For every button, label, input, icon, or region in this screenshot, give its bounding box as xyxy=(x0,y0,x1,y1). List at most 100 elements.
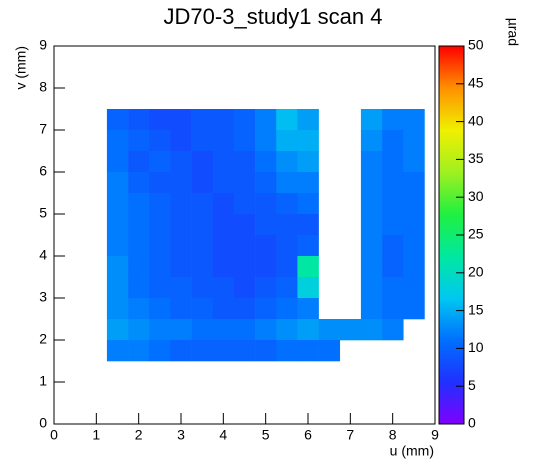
x-tick-label: 5 xyxy=(262,427,270,443)
heat-cell xyxy=(297,319,319,341)
heat-cell xyxy=(382,319,404,341)
heat-cell xyxy=(255,277,277,299)
heat-cell xyxy=(212,193,235,215)
heat-cell xyxy=(191,151,214,173)
heat-cell xyxy=(191,277,214,299)
heat-cell xyxy=(106,256,129,278)
x-tick-label: 2 xyxy=(135,427,143,443)
heat-cell xyxy=(191,319,214,341)
heat-cell xyxy=(149,193,171,215)
heat-cell xyxy=(128,298,150,320)
heat-cell xyxy=(297,130,319,152)
heat-cell xyxy=(360,235,383,257)
heat-cell xyxy=(233,319,256,341)
z-tick-label: 35 xyxy=(468,150,484,166)
heat-cell xyxy=(276,214,298,236)
heat-cell xyxy=(276,109,298,131)
heat-cell xyxy=(255,193,277,215)
y-tick-label: 2 xyxy=(39,331,47,347)
heat-cell xyxy=(191,298,214,320)
heat-cell xyxy=(382,277,404,299)
z-tick-label: 40 xyxy=(468,112,484,128)
heat-cell xyxy=(212,235,235,257)
heat-cell xyxy=(276,151,298,173)
heat-cell xyxy=(360,130,383,152)
heat-cell xyxy=(212,214,235,236)
heat-cell xyxy=(212,277,235,299)
heat-cell xyxy=(191,214,214,236)
x-tick-label: 6 xyxy=(304,427,312,443)
heat-cell xyxy=(382,130,404,152)
heat-cell xyxy=(318,340,341,362)
heat-cell xyxy=(149,130,171,152)
heat-cell xyxy=(170,235,192,257)
heat-cell xyxy=(233,193,256,215)
heat-cell xyxy=(170,109,192,131)
heat-cell xyxy=(106,193,129,215)
heat-cell xyxy=(233,235,256,257)
heat-cell xyxy=(276,235,298,257)
heat-cell xyxy=(255,214,277,236)
y-tick-label: 3 xyxy=(39,289,47,305)
heat-cell xyxy=(149,256,171,278)
heat-cell xyxy=(255,340,277,362)
heat-cell xyxy=(149,235,171,257)
z-tick-label: 5 xyxy=(468,377,476,393)
heat-cell xyxy=(233,214,256,236)
heat-cell xyxy=(360,256,383,278)
chart-title: JD70-3_study1 scan 4 xyxy=(164,4,383,29)
heat-cell xyxy=(191,193,214,215)
heat-cell xyxy=(255,172,277,194)
heat-cell xyxy=(255,130,277,152)
heat-cell xyxy=(128,340,150,362)
heat-cell xyxy=(128,277,150,299)
heat-cell xyxy=(106,214,129,236)
heat-cell xyxy=(360,172,383,194)
heat-cell xyxy=(403,130,425,152)
heat-cell xyxy=(149,298,171,320)
heat-cell xyxy=(403,214,425,236)
z-tick-label: 10 xyxy=(468,339,484,355)
y-tick-label: 1 xyxy=(39,373,47,389)
heat-cell xyxy=(255,109,277,131)
y-tick-label: 9 xyxy=(39,37,47,53)
heat-cell xyxy=(297,277,319,299)
x-tick-label: 9 xyxy=(431,427,439,443)
heat-cell xyxy=(297,256,319,278)
heat-cell xyxy=(382,109,404,131)
heat-cell xyxy=(191,109,214,131)
plot-frame xyxy=(53,45,436,425)
heat-cell xyxy=(360,214,383,236)
heat-cell xyxy=(106,109,129,131)
heat-cell xyxy=(149,277,171,299)
heat-cell xyxy=(149,172,171,194)
heat-cell xyxy=(276,340,298,362)
heat-cell xyxy=(255,235,277,257)
heat-cell xyxy=(403,193,425,215)
heat-cell xyxy=(403,235,425,257)
x-tick-label: 0 xyxy=(50,427,58,443)
heat-cell xyxy=(212,319,235,341)
heat-cell xyxy=(255,151,277,173)
heat-cell xyxy=(128,319,150,341)
y-tick-label: 8 xyxy=(39,79,47,95)
heat-cell xyxy=(128,256,150,278)
heat-cell xyxy=(233,256,256,278)
heat-cell xyxy=(128,214,150,236)
heat-cell xyxy=(339,319,362,341)
heat-cell xyxy=(149,214,171,236)
z-tick-label: 45 xyxy=(468,75,484,91)
heat-cell xyxy=(170,277,192,299)
heat-cell xyxy=(128,193,150,215)
heat-cell xyxy=(403,256,425,278)
heat-cell xyxy=(233,298,256,320)
heat-cell xyxy=(382,151,404,173)
x-tick-label: 1 xyxy=(92,427,100,443)
heat-cell xyxy=(276,172,298,194)
heat-cell xyxy=(191,130,214,152)
z-tick-label: 20 xyxy=(468,264,484,280)
y-tick-label: 7 xyxy=(39,121,47,137)
heat-cell xyxy=(149,340,171,362)
heat-cell xyxy=(360,151,383,173)
heat-cell xyxy=(149,109,171,131)
